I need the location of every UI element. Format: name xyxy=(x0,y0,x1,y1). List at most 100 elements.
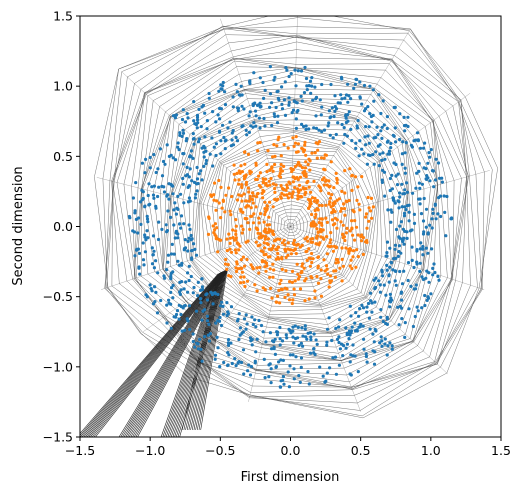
background-curve xyxy=(181,273,219,431)
scatter-point xyxy=(169,326,173,330)
scatter-point xyxy=(323,269,327,273)
scatter-point xyxy=(236,109,240,113)
scatter-point xyxy=(279,167,283,171)
scatter-point xyxy=(161,159,166,164)
scatter-point xyxy=(252,212,256,216)
background-curve xyxy=(81,272,221,437)
scatter-point xyxy=(418,202,422,206)
scatter-point xyxy=(206,232,211,236)
scatter-point xyxy=(263,212,267,217)
scatter-point xyxy=(254,325,258,329)
scatter-point xyxy=(214,234,218,238)
scatter-point xyxy=(421,253,425,257)
scatter-point xyxy=(246,369,250,373)
scatter-point xyxy=(309,338,313,342)
scatter-point xyxy=(362,306,366,310)
scatter-point xyxy=(226,363,230,368)
scatter-point xyxy=(166,260,170,264)
scatter-point xyxy=(427,271,431,275)
scatter-point xyxy=(267,215,271,219)
scatter-point xyxy=(254,161,258,165)
scatter-point xyxy=(269,176,273,181)
scatter-point xyxy=(247,190,251,194)
scatter-point xyxy=(230,361,234,366)
scatter-point xyxy=(350,219,354,223)
scatter-point xyxy=(268,267,272,271)
scatter-point xyxy=(228,209,232,213)
scatter-point xyxy=(191,339,195,344)
background-curve xyxy=(290,16,298,227)
scatter-point xyxy=(189,149,193,153)
scatter-point xyxy=(138,200,143,204)
scatter-point xyxy=(270,165,274,169)
scatter-point xyxy=(227,186,231,190)
scatter-point xyxy=(305,258,309,262)
scatter-point xyxy=(371,153,375,157)
scatter-point xyxy=(291,325,295,329)
scatter-point xyxy=(366,195,370,200)
scatter-point xyxy=(273,239,277,243)
scatter-point xyxy=(265,242,269,246)
scatter-point xyxy=(308,159,312,163)
scatter-point xyxy=(297,343,301,347)
scatter-point xyxy=(262,96,266,100)
scatter-point xyxy=(133,254,137,258)
scatter-point xyxy=(181,108,185,112)
y-tick-label: 1.0 xyxy=(53,79,73,94)
scatter-point xyxy=(238,171,242,175)
scatter-point xyxy=(333,216,337,220)
scatter-point xyxy=(272,268,276,272)
scatter-point xyxy=(234,238,238,242)
scatter-point xyxy=(274,365,278,369)
scatter-point xyxy=(230,131,234,135)
scatter-point xyxy=(424,207,429,211)
scatter-point xyxy=(314,126,319,130)
scatter-point xyxy=(196,294,200,298)
scatter-point xyxy=(306,239,310,243)
scatter-point xyxy=(321,374,325,378)
scatter-point xyxy=(322,156,326,160)
scatter-point xyxy=(306,162,310,167)
scatter-point xyxy=(339,220,343,224)
scatter-point xyxy=(267,179,271,183)
scatter-point xyxy=(303,166,307,170)
scatter-point xyxy=(221,84,225,88)
scatter-point xyxy=(186,239,190,243)
scatter-point xyxy=(418,247,422,251)
scatter-point xyxy=(241,348,246,352)
scatter-point xyxy=(328,133,332,137)
scatter-point xyxy=(397,235,401,239)
background-curve xyxy=(162,273,220,437)
scatter-point xyxy=(377,93,381,97)
scatter-point xyxy=(179,226,183,230)
scatter-point xyxy=(406,124,410,129)
scatter-point xyxy=(255,227,259,231)
scatter-point xyxy=(188,167,192,171)
scatter-point xyxy=(292,341,296,345)
scatter-point xyxy=(200,277,204,281)
scatter-point xyxy=(354,265,358,269)
scatter-point xyxy=(209,193,213,197)
scatter-point xyxy=(387,280,391,284)
scatter-point xyxy=(222,360,226,365)
scatter-point xyxy=(237,178,241,182)
scatter-point xyxy=(314,97,318,101)
scatter-point xyxy=(412,221,417,225)
scatter-point xyxy=(182,248,186,252)
scatter-point xyxy=(349,314,353,318)
scatter-point xyxy=(409,143,413,147)
scatter-point xyxy=(292,293,297,297)
scatter-point xyxy=(315,342,319,346)
scatter-point xyxy=(298,380,302,384)
scatter-point xyxy=(418,269,422,273)
scatter-point xyxy=(308,79,313,83)
x-tick-label: 1.0 xyxy=(421,443,441,458)
scatter-point xyxy=(257,216,261,220)
scatter-point xyxy=(139,222,143,226)
scatter-point xyxy=(258,171,262,175)
scatter-point xyxy=(127,214,131,219)
scatter-point xyxy=(319,189,323,193)
scatter-point xyxy=(280,85,284,89)
scatter-point xyxy=(350,325,354,329)
scatter-point xyxy=(294,84,298,88)
